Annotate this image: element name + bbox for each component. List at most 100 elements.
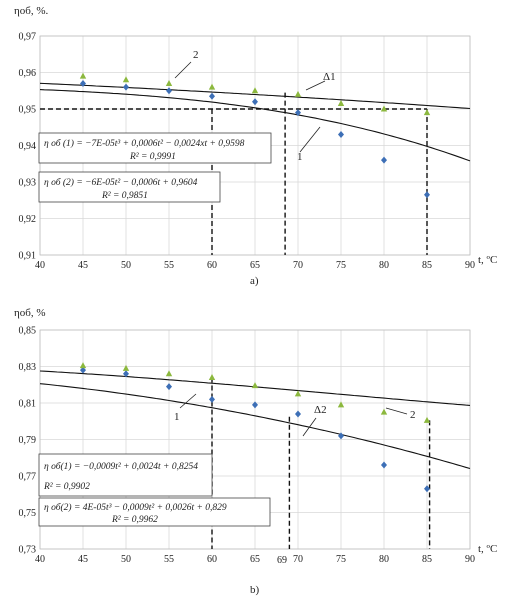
point-series-2: [165, 79, 173, 86]
point-series-2: [423, 416, 431, 423]
curve2-label-a: 2: [193, 49, 199, 61]
equation-1-b: η об(1) = −0,0009t² + 0,0024t + 0,8254: [44, 461, 198, 472]
point-series-2: [208, 373, 216, 380]
trend-lines-a: [39, 82, 471, 162]
panel-label-b: b): [250, 584, 260, 596]
curve1-label-b: 1: [174, 411, 180, 423]
y-axis-label-a: ηоб, %.: [14, 5, 49, 17]
annotations-a: 2 1 Δ1: [174, 49, 336, 163]
equation-2-b: η об(2) = 4E-05t³ − 0,0009t² + 0,0026t +…: [44, 502, 227, 513]
point-series-1: [166, 87, 172, 95]
point-series-2: [380, 408, 388, 415]
delta-label-a: Δ1: [323, 71, 336, 83]
point-series-1: [424, 191, 430, 199]
x-tick-label: 55: [164, 260, 174, 271]
equation-box-1-a: η об (1) = −7E-05t³ + 0,0006t² − 0,0024x…: [38, 132, 272, 164]
delta-label-b: Δ2: [314, 404, 327, 416]
point-series-2: [380, 105, 388, 112]
point-series-2: [294, 390, 302, 397]
point-series-2: [79, 72, 87, 79]
x-axis-label-a: t, ºC: [478, 254, 497, 266]
x-tick-label: 70: [293, 260, 303, 271]
extra-tick-69: 69: [277, 555, 287, 566]
point-series-1: [295, 109, 301, 117]
x-tick-label: 85: [422, 554, 432, 565]
x-tick-labels-a: 40 45 50 55 60 65 70 75 80 85 90: [35, 260, 475, 271]
x-tick-labels-b: 40 45 50 55 60 65 70 75 80 85 90: [35, 554, 475, 565]
y-tick-label: 0,73: [19, 545, 37, 556]
y-tick-labels-a: 0,97 0,96 0,95 0,94 0,93 0,92 0,91: [19, 32, 37, 262]
x-tick-label: 90: [465, 554, 475, 565]
chart-panel-b: ηоб, % 40 45 50 55 60 65 70 75 80 85 90 0,850,830,…: [14, 307, 497, 596]
x-tick-label: 65: [250, 554, 260, 565]
r2-2-b: R² = 0,9962: [111, 515, 158, 525]
r2-2-a: R² = 0,9851: [101, 191, 148, 201]
point-series-1: [80, 79, 86, 87]
x-tick-label: 55: [164, 554, 174, 565]
x-axis-label-b: t, ºC: [478, 543, 497, 555]
equation-box-2-b: η об(2) = 4E-05t³ − 0,0009t² + 0,0026t +…: [38, 497, 271, 527]
trend-line-series-1-a: [39, 89, 471, 162]
y-tick-labels-b: 0,85 0,83 0,81 0,79 0,77 0,75 0,73: [19, 326, 37, 556]
point-series-1: [338, 432, 344, 440]
y-tick-label: 0,83: [19, 362, 37, 373]
x-tick-label: 60: [207, 554, 217, 565]
point-series-1: [424, 485, 430, 493]
x-tick-label: 40: [35, 554, 45, 565]
trend-line-series-2-a: [39, 82, 471, 110]
point-series-2: [208, 83, 216, 90]
panel-label-a: a): [250, 275, 259, 287]
x-tick-label: 90: [465, 260, 475, 271]
y-tick-label: 0,94: [19, 141, 37, 152]
x-tick-label: 75: [336, 554, 346, 565]
annotations-b: 1 2 Δ2: [174, 393, 416, 437]
x-tick-label: 45: [78, 554, 88, 565]
point-series-1: [123, 83, 129, 91]
y-tick-label: 0,96: [19, 68, 37, 79]
leader-line-delta-a: [305, 80, 326, 91]
y-tick-label: 0,97: [19, 32, 37, 43]
x-tick-label: 45: [78, 260, 88, 271]
r2-1-a: R² = 0,9991: [129, 152, 176, 162]
y-tick-label: 0,95: [19, 105, 37, 116]
data-points-b: [79, 362, 431, 493]
y-axis-label-b: ηоб, %: [14, 307, 46, 319]
trend-line-series-1-b: [39, 383, 471, 470]
point-series-2: [122, 364, 130, 371]
x-tick-label: 40: [35, 260, 45, 271]
r2-1-b: R² = 0,9902: [43, 482, 90, 492]
leader-line-curve1-a: [299, 126, 321, 153]
point-series-1: [252, 401, 258, 409]
y-tick-label: 0,92: [19, 214, 37, 225]
y-tick-label: 0,77: [19, 472, 37, 483]
x-tick-label: 50: [121, 554, 131, 565]
curve2-label-b: 2: [410, 409, 416, 421]
point-series-2: [79, 362, 87, 369]
guide-lines-b: [211, 377, 431, 549]
equation-1-a: η об (1) = −7E-05t³ + 0,0006t² − 0,0024x…: [44, 138, 245, 149]
point-series-1: [80, 366, 86, 374]
x-tick-label: 70: [293, 554, 303, 565]
point-series-1: [209, 92, 215, 100]
point-series-2: [251, 87, 259, 94]
point-series-1: [381, 156, 387, 164]
x-tick-label: 80: [379, 260, 389, 271]
point-series-2: [294, 90, 302, 97]
y-tick-label: 0,85: [19, 326, 37, 337]
point-series-2: [423, 109, 431, 116]
leader-line-curve1-b: [179, 393, 197, 409]
y-tick-label: 0,93: [19, 178, 37, 189]
point-series-1: [209, 395, 215, 403]
x-tick-label: 85: [422, 260, 432, 271]
y-tick-label: 0,91: [19, 251, 37, 262]
data-points-a: [79, 72, 431, 199]
leader-line-delta-b: [302, 417, 317, 437]
point-series-1: [381, 461, 387, 469]
leader-line-curve2-b: [385, 407, 408, 415]
point-series-2: [251, 382, 259, 389]
chart-panel-a: ηоб, %. 40 45 50 55 60 65 70 75 80 85 90 0,970,960…: [14, 5, 497, 287]
x-tick-label: 75: [336, 260, 346, 271]
x-tick-label: 65: [250, 260, 260, 271]
curve1-label-a: 1: [297, 151, 303, 163]
point-series-2: [337, 401, 345, 408]
